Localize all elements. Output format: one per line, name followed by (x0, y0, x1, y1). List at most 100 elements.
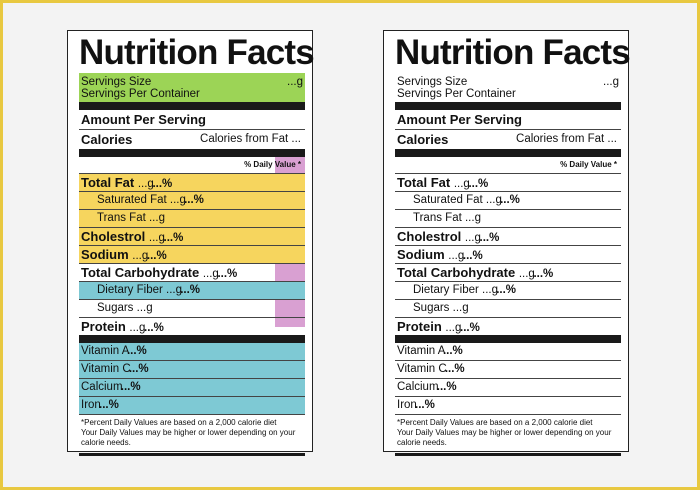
nutrient-pct: ...% (496, 284, 517, 296)
nutrient-row-total-carbohydrate: Total Carbohydrate ...g ...% (79, 264, 305, 282)
nutrient-amount: ...g (464, 212, 481, 224)
nutrient-row-sugars: Sugars ...g (79, 300, 305, 318)
servings-size-value: ...g (603, 76, 619, 88)
servings-per-container-label: Servings Per Container (397, 88, 516, 100)
vitamin-name: Calcium (81, 381, 123, 393)
calories-label: Calories (81, 132, 133, 147)
nutrient-pct: ...% (479, 232, 500, 244)
nutrient-name: Protein (397, 319, 442, 334)
nutrient-name: Total Carbohydrate (81, 265, 200, 280)
thick-divider (395, 335, 621, 343)
nutrient-name: Total Fat (81, 175, 135, 190)
nutrient-pct: ...% (180, 284, 201, 296)
vitamin-section: Vitamin A ...% Vitamin C ...% Calcium ..… (79, 343, 305, 415)
daily-value-header-text: % Daily Value * (244, 160, 301, 169)
vitamin-name: Vitamin C (81, 363, 131, 375)
nutrient-pct: ...% (460, 322, 480, 334)
footnote-line: calorie needs. (81, 438, 131, 447)
servings-size-value: ...g (287, 76, 303, 88)
calories-row: Calories Calories from Fat ... (395, 130, 621, 149)
nutrient-amount: ...g (518, 268, 535, 280)
nutrient-amount: ...g (485, 194, 502, 206)
nutrient-section: % Daily Value * Total Fat ...g ...% Satu… (395, 157, 621, 335)
nutrient-pct: ...% (144, 322, 164, 334)
footnote-line: *Percent Daily Values are based on a 2,0… (81, 418, 277, 427)
nutrient-row-saturated-fat: Saturated Fat ...g ...% (395, 192, 621, 210)
vitamin-name: Iron (81, 399, 101, 411)
vitamin-row-c: Vitamin C ...% (79, 361, 305, 379)
nutrient-amount: ...g (148, 212, 165, 224)
nutrient-name: Sodium (397, 247, 445, 262)
vitamin-pct: ...% (444, 363, 465, 375)
nutrient-name: Dietary Fiber (413, 284, 479, 296)
nutrition-label-colored: Nutrition Facts Servings Size Servings P… (67, 30, 315, 456)
nutrient-pct: ...% (500, 194, 520, 206)
vitamin-section: Vitamin A ...% Vitamin C ...% Calcium ..… (395, 343, 621, 415)
amount-per-serving: Amount Per Serving (395, 110, 621, 130)
nutrient-amount: ...g (136, 302, 153, 314)
servings-section: Servings Size Servings Per Container ...… (395, 73, 621, 102)
nutrient-amount: ...g (445, 322, 462, 334)
vitamin-name: Vitamin C (397, 363, 447, 375)
thick-divider (395, 102, 621, 110)
nutrient-amount: ...g (453, 178, 470, 190)
vitamin-pct: ...% (126, 345, 147, 357)
nutrient-pct: ...% (217, 268, 238, 280)
vitamin-pct: ...% (436, 381, 457, 393)
daily-value-header-text: % Daily Value * (560, 160, 617, 169)
nutrient-name: Saturated Fat (413, 194, 483, 206)
nutrient-row-total-fat: Total Fat ...g ...% (395, 174, 621, 192)
calories-from-fat: Calories from Fat ... (200, 133, 301, 145)
nutrient-name: Trans Fat (413, 212, 462, 224)
vitamin-name: Iron (397, 399, 417, 411)
footnote: *Percent Daily Values are based on a 2,0… (395, 415, 621, 452)
footnote-line: *Percent Daily Values are based on a 2,0… (397, 418, 593, 427)
nutrient-row-sodium: Sodium ...g ...% (395, 246, 621, 264)
nutrient-amount: ...g (129, 322, 146, 334)
nutrient-row-trans-fat: Trans Fat ...g (79, 210, 305, 228)
nutrient-row-total-carbohydrate: Total Carbohydrate ...g ...% (395, 264, 621, 282)
servings-section: Servings Size Servings Per Container ...… (79, 73, 305, 102)
bottom-divider (79, 453, 305, 456)
nutrient-row-dietary-fiber: Dietary Fiber ...g ...% (79, 282, 305, 300)
calories-label: Calories (397, 132, 449, 147)
vitamin-name: Vitamin A (397, 345, 445, 357)
thick-divider (79, 102, 305, 110)
nutrient-amount: ...g (464, 232, 481, 244)
nutrition-label-plain: Nutrition Facts Servings Size Servings P… (383, 30, 631, 456)
vitamin-pct: ...% (128, 363, 149, 375)
nutrient-row-trans-fat: Trans Fat ...g (395, 210, 621, 228)
nutrient-row-sodium: Sodium ...g ...% (79, 246, 305, 264)
nutrient-amount: ...g (166, 284, 183, 296)
nutrient-name: Cholestrol (397, 229, 462, 244)
vitamin-row-a: Vitamin A ...% (395, 343, 621, 361)
nutrient-row-protein: Protein ...g ...% (395, 318, 621, 335)
footnote-line: calorie needs. (397, 438, 447, 447)
vitamin-pct: ...% (442, 345, 463, 357)
nutrient-pct: ...% (468, 178, 489, 190)
amount-per-serving: Amount Per Serving (79, 110, 305, 130)
nutrient-pct: ...% (163, 232, 184, 244)
thick-divider (79, 149, 305, 157)
nutrient-amount: ...g (169, 194, 186, 206)
label-title: Nutrition Facts (79, 33, 315, 72)
vitamin-pct: ...% (99, 399, 119, 411)
vitamin-row-calcium: Calcium ...% (395, 379, 621, 397)
nutrient-row-cholestrol: Cholestrol ...g ...% (395, 228, 621, 246)
vitamin-name: Vitamin A (81, 345, 129, 357)
nutrient-pct: ...% (533, 268, 554, 280)
nutrient-name: Sugars (413, 302, 450, 314)
nutrient-name: Dietary Fiber (97, 284, 163, 296)
vitamin-pct: ...% (120, 381, 141, 393)
nutrient-section: % Daily Value * Total Fat ...g ...% Satu… (79, 157, 305, 335)
nutrient-pct: ...% (184, 194, 204, 206)
daily-value-header: % Daily Value * (395, 157, 621, 174)
label-title: Nutrition Facts (395, 33, 631, 72)
nutrient-row-sugars: Sugars ...g (395, 300, 621, 318)
calories-from-fat: Calories from Fat ... (516, 133, 617, 145)
vitamin-row-c: Vitamin C ...% (395, 361, 621, 379)
daily-value-header: % Daily Value * (79, 157, 305, 174)
nutrient-name: Trans Fat (97, 212, 146, 224)
vitamin-row-iron: Iron ...% (79, 397, 305, 415)
thick-divider (395, 149, 621, 157)
